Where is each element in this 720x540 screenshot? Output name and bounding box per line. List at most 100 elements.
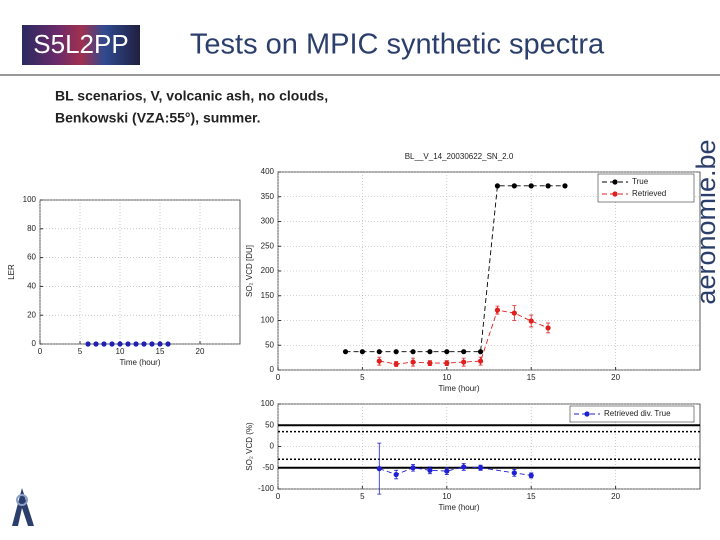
data-point: [157, 341, 163, 347]
x-tick-label: 5: [360, 373, 365, 382]
data-point: [165, 341, 171, 347]
y-tick-label: 0: [270, 442, 275, 451]
x-tick-label: 20: [611, 492, 620, 501]
data-point: [133, 341, 139, 347]
y-tick-label: 350: [261, 192, 275, 201]
x-tick-label: 5: [78, 347, 83, 356]
y-tick-label: 400: [261, 167, 275, 176]
y-tick-label: 60: [27, 253, 36, 262]
legend-box: [597, 173, 695, 203]
data-point: [511, 470, 517, 476]
x-tick-label: 5: [360, 492, 365, 501]
data-point: [528, 318, 534, 324]
legend-swatch: [612, 179, 618, 185]
subtitle: BL scenarios, V, volcanic ash, no clouds…: [55, 88, 328, 104]
legend-box: [569, 405, 695, 423]
data-point: [461, 464, 467, 470]
data-point: [427, 467, 433, 473]
x-tick-label: 20: [196, 347, 205, 356]
data-point: [444, 468, 450, 474]
data-point: [545, 325, 551, 331]
bottom-logo: [12, 488, 34, 526]
x-tick-label: 15: [156, 347, 165, 356]
y-tick-label: 80: [27, 224, 36, 233]
subtitle: Benkowski (VZA:55°), summer.: [55, 110, 261, 126]
x-tick-label: 0: [276, 492, 281, 501]
data-point: [393, 349, 399, 355]
data-point: [393, 361, 399, 367]
data-point: [427, 360, 433, 366]
data-point: [528, 472, 534, 478]
data-point: [85, 341, 91, 347]
data-point: [562, 183, 568, 189]
data-point: [376, 349, 382, 355]
data-point: [393, 471, 399, 478]
y-tick-label: -50: [262, 463, 274, 472]
legend-label: True: [632, 177, 649, 186]
data-point: [109, 341, 115, 347]
legend-swatch: [612, 191, 618, 197]
y-tick-label: 0: [32, 339, 37, 348]
data-point: [477, 349, 484, 355]
y-tick-label: 50: [265, 340, 274, 349]
x-tick-label: 0: [276, 373, 281, 382]
data-point: [477, 358, 484, 364]
data-point: [410, 349, 416, 355]
legend-label: Retrieved: [632, 189, 666, 198]
legend-label: Retrieved div. True: [604, 409, 671, 418]
y-tick-label: 40: [27, 282, 36, 291]
bottom-logo: [16, 494, 28, 506]
legend-swatch: [584, 411, 590, 417]
x-tick-label: 10: [442, 373, 451, 382]
data-point: [101, 341, 107, 347]
x-tick-label: 15: [527, 492, 536, 501]
x-axis-label: Time (hour): [438, 503, 479, 512]
y-axis-label: SO₂ VCD (%): [245, 422, 254, 471]
data-point: [461, 359, 467, 365]
data-point: [93, 341, 99, 347]
data-point: [410, 359, 416, 365]
data-point: [117, 341, 123, 347]
data-point: [149, 341, 155, 347]
x-tick-label: 10: [442, 492, 451, 501]
series-line: [345, 185, 565, 353]
y-tick-label: 100: [23, 195, 37, 204]
y-tick-label: 50: [265, 420, 274, 429]
x-tick-label: 20: [611, 373, 620, 382]
y-tick-label: 200: [261, 266, 275, 275]
y-axis-label: LER: [7, 264, 16, 280]
data-point: [359, 349, 365, 355]
data-point: [494, 183, 501, 189]
y-tick-label: 300: [261, 217, 275, 226]
data-point: [444, 360, 450, 366]
x-axis-label: Time (hour): [438, 384, 479, 393]
x-tick-label: 0: [38, 347, 43, 356]
y-tick-label: 150: [261, 291, 275, 300]
y-tick-label: 100: [261, 316, 275, 325]
x-axis-label: Time (hour): [119, 358, 160, 367]
data-point: [410, 465, 416, 471]
data-point: [461, 349, 467, 355]
y-tick-label: 20: [27, 310, 36, 319]
y-axis-label: SO₂ VCD [DU]: [245, 245, 254, 297]
logo-text: S5L2PP: [33, 29, 128, 59]
x-tick-label: 15: [527, 373, 536, 382]
data-point: [342, 349, 349, 355]
data-point: [444, 349, 450, 355]
data-point: [477, 465, 484, 471]
data-point: [511, 310, 517, 316]
data-point: [427, 349, 433, 355]
data-point: [511, 183, 517, 189]
data-point: [141, 341, 147, 347]
y-tick-label: -100: [258, 484, 275, 493]
plot-area: [39, 199, 241, 345]
data-point: [528, 183, 534, 189]
chart-title: BL__V_14_20030622_SN_2.0: [405, 152, 514, 161]
data-point: [376, 466, 382, 472]
data-point: [125, 341, 131, 347]
y-tick-label: 0: [270, 365, 275, 374]
title: Tests on MPIC synthetic spectra: [190, 29, 605, 61]
data-point: [545, 183, 551, 189]
y-tick-label: 250: [261, 241, 275, 250]
